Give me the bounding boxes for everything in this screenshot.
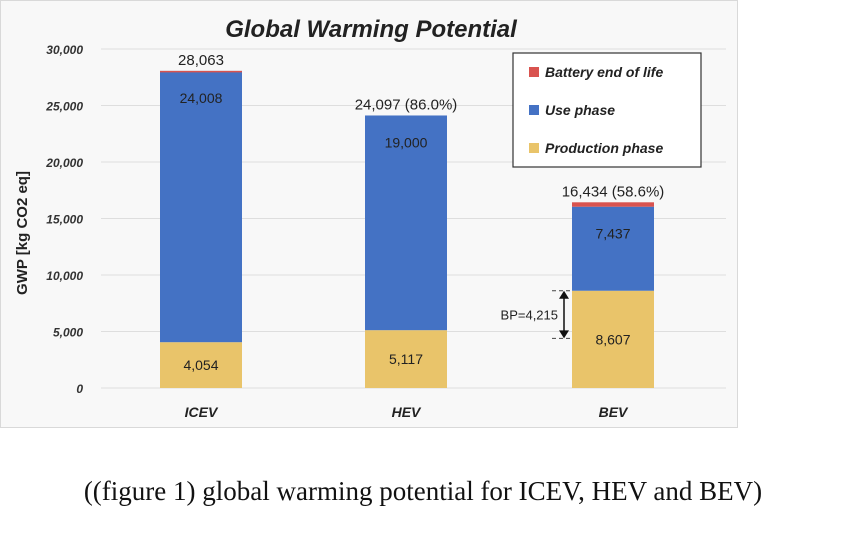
data-label: 5,117 [389, 351, 423, 367]
y-tick-label: 20,000 [45, 156, 83, 170]
chart-frame: Global Warming Potential 0 5,000 10,000 15,… [0, 0, 738, 428]
bar-segment-use-phase [572, 206, 654, 291]
bar-segment-battery-end-of-life [572, 202, 654, 207]
legend: Battery end of life Use phase Production p… [512, 52, 702, 168]
legend-box [512, 52, 702, 168]
bar-segment-use-phase [365, 115, 447, 331]
bar-segment-production-phase [365, 330, 447, 388]
legend-swatch [529, 105, 539, 115]
data-label: 7,437 [595, 226, 630, 242]
data-label: 19,000 [385, 134, 428, 150]
x-axis-labels: ICEV HEV BEV [185, 404, 629, 420]
annotation-arrow-down [559, 330, 569, 339]
bar-total-label: 24,097 (86.0%) [355, 96, 458, 113]
bars: 4,054 24,008 28,063 5,117 19,000 24,097 (86.0… [160, 52, 664, 388]
x-tick-label: HEV [392, 404, 422, 420]
y-axis-ticks: 0 5,000 10,000 15,000 20,000 25,000 30,000 [45, 43, 83, 396]
bar-segment-battery-end-of-life [160, 70, 242, 73]
bar-total-label: 28,063 [178, 52, 224, 69]
y-tick-label: 15,000 [46, 213, 83, 227]
y-tick-label: 0 [76, 382, 83, 396]
y-tick-label: 10,000 [46, 269, 83, 283]
y-tick-label: 25,000 [45, 100, 83, 114]
bar-segment-use-phase [160, 70, 242, 343]
legend-label: Production phase [545, 140, 663, 156]
bp-annotation: BP=4,215 [501, 290, 572, 339]
gwp-chart: Global Warming Potential 0 5,000 10,000 15,… [14, 16, 726, 420]
bar-total-label: 16,434 (58.6%) [562, 183, 665, 200]
figure-caption: ((figure 1) global warming potential for… [83, 476, 763, 506]
data-label: 4,054 [183, 357, 218, 373]
legend-swatch [529, 67, 539, 77]
bar-segment-production-phase [572, 290, 654, 388]
x-tick-label: ICEV [185, 404, 219, 420]
bar-segment-production-phase [160, 342, 242, 388]
chart-title: Global Warming Potential [225, 16, 518, 43]
data-label: 8,607 [595, 331, 630, 347]
legend-label: Use phase [545, 102, 615, 118]
y-axis-label: GWP [kg CO2 eq] [14, 171, 31, 295]
x-tick-label: BEV [599, 404, 629, 420]
annotation-label: BP=4,215 [501, 308, 558, 323]
data-label: 24,008 [180, 90, 223, 106]
legend-swatch [529, 143, 539, 153]
legend-label: Battery end of life [545, 64, 663, 80]
y-tick-label: 5,000 [53, 326, 83, 340]
annotation-arrow-up [559, 290, 569, 299]
y-tick-label: 30,000 [46, 43, 83, 57]
